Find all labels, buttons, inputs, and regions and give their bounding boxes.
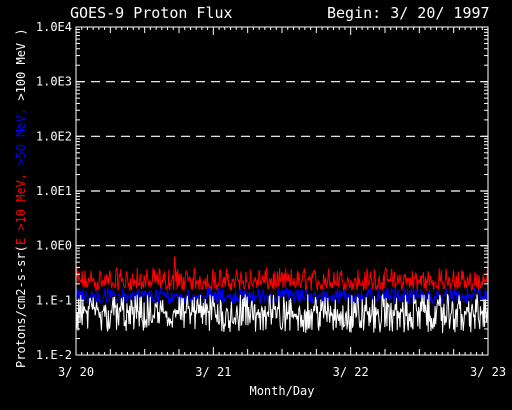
- x-tick-label: 3/ 23: [470, 365, 506, 379]
- x-tick-label: 3/ 20: [58, 365, 94, 379]
- y-axis: 1.E-2 1.E-1 1.0E0 1.0E1 1.0E2 1.0E3 1.0E4: [36, 20, 488, 362]
- x-tick-label: 3/ 21: [195, 365, 231, 379]
- y-axis-title-gap-2: [14, 101, 28, 108]
- series-line-2: [75, 294, 489, 334]
- y-axis-title-prefix: Protons/cm2-s-sr(: [14, 245, 28, 368]
- y-axis-title-gap-1: [14, 166, 28, 173]
- y-axis-title-blue: >50 MeV,: [14, 108, 28, 166]
- y-tick-label: 1.0E3: [36, 75, 72, 89]
- y-axis-title: Protons/cm2-s-sr(E >10 MeV, >50 MeV, >10…: [14, 28, 28, 368]
- chart-title: GOES-9 Proton Flux: [70, 4, 233, 22]
- y-axis-title-white: >100 MeV ): [14, 28, 28, 100]
- y-tick-label: 1.0E4: [36, 20, 72, 34]
- y-tick-label: 1.0E1: [36, 184, 72, 198]
- series-layer: [75, 256, 489, 334]
- y-tick-label: 1.0E0: [36, 239, 72, 253]
- x-tick-label: 3/ 22: [333, 365, 369, 379]
- y-axis-title-red: E >10 MeV,: [14, 173, 28, 245]
- chart-subtitle: Begin: 3/ 20/ 1997: [327, 4, 490, 22]
- series-line-0: [75, 256, 489, 292]
- y-tick-label: 1.0E2: [36, 129, 72, 143]
- x-axis: 3/ 20 3/ 21 3/ 22 3/ 23: [58, 27, 506, 379]
- y-tick-label: 1.E-1: [36, 293, 72, 307]
- x-axis-title: Month/Day: [249, 384, 314, 398]
- series-line-1: [75, 286, 489, 305]
- gridlines: [76, 81, 488, 247]
- y-tick-label: 1.E-2: [36, 348, 72, 362]
